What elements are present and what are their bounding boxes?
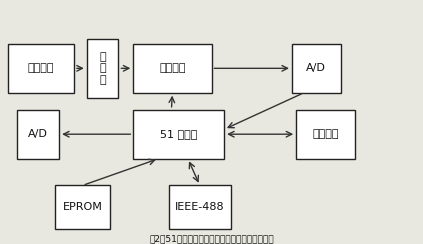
Bar [133,44,212,93]
Bar [169,185,231,229]
Text: 图2以51单片机为核心的智能压力传感器组成框图: 图2以51单片机为核心的智能压力传感器组成框图 [149,235,274,244]
Text: A/D: A/D [28,129,48,139]
Bar [133,110,224,159]
Text: IEEE-488: IEEE-488 [175,203,225,212]
Bar [87,39,118,98]
Text: A/D: A/D [306,63,326,73]
Text: 放
大
器: 放 大 器 [99,52,106,85]
Bar [55,185,110,229]
Bar [296,110,355,159]
Text: EPROM: EPROM [63,203,102,212]
Bar [17,110,59,159]
Text: 接口电路: 接口电路 [313,129,339,139]
Bar [8,44,74,93]
Bar [292,44,341,93]
Text: 敏感元件: 敏感元件 [28,63,55,73]
Text: 转换开关: 转换开关 [159,63,186,73]
Text: 51 单片机: 51 单片机 [160,129,198,139]
